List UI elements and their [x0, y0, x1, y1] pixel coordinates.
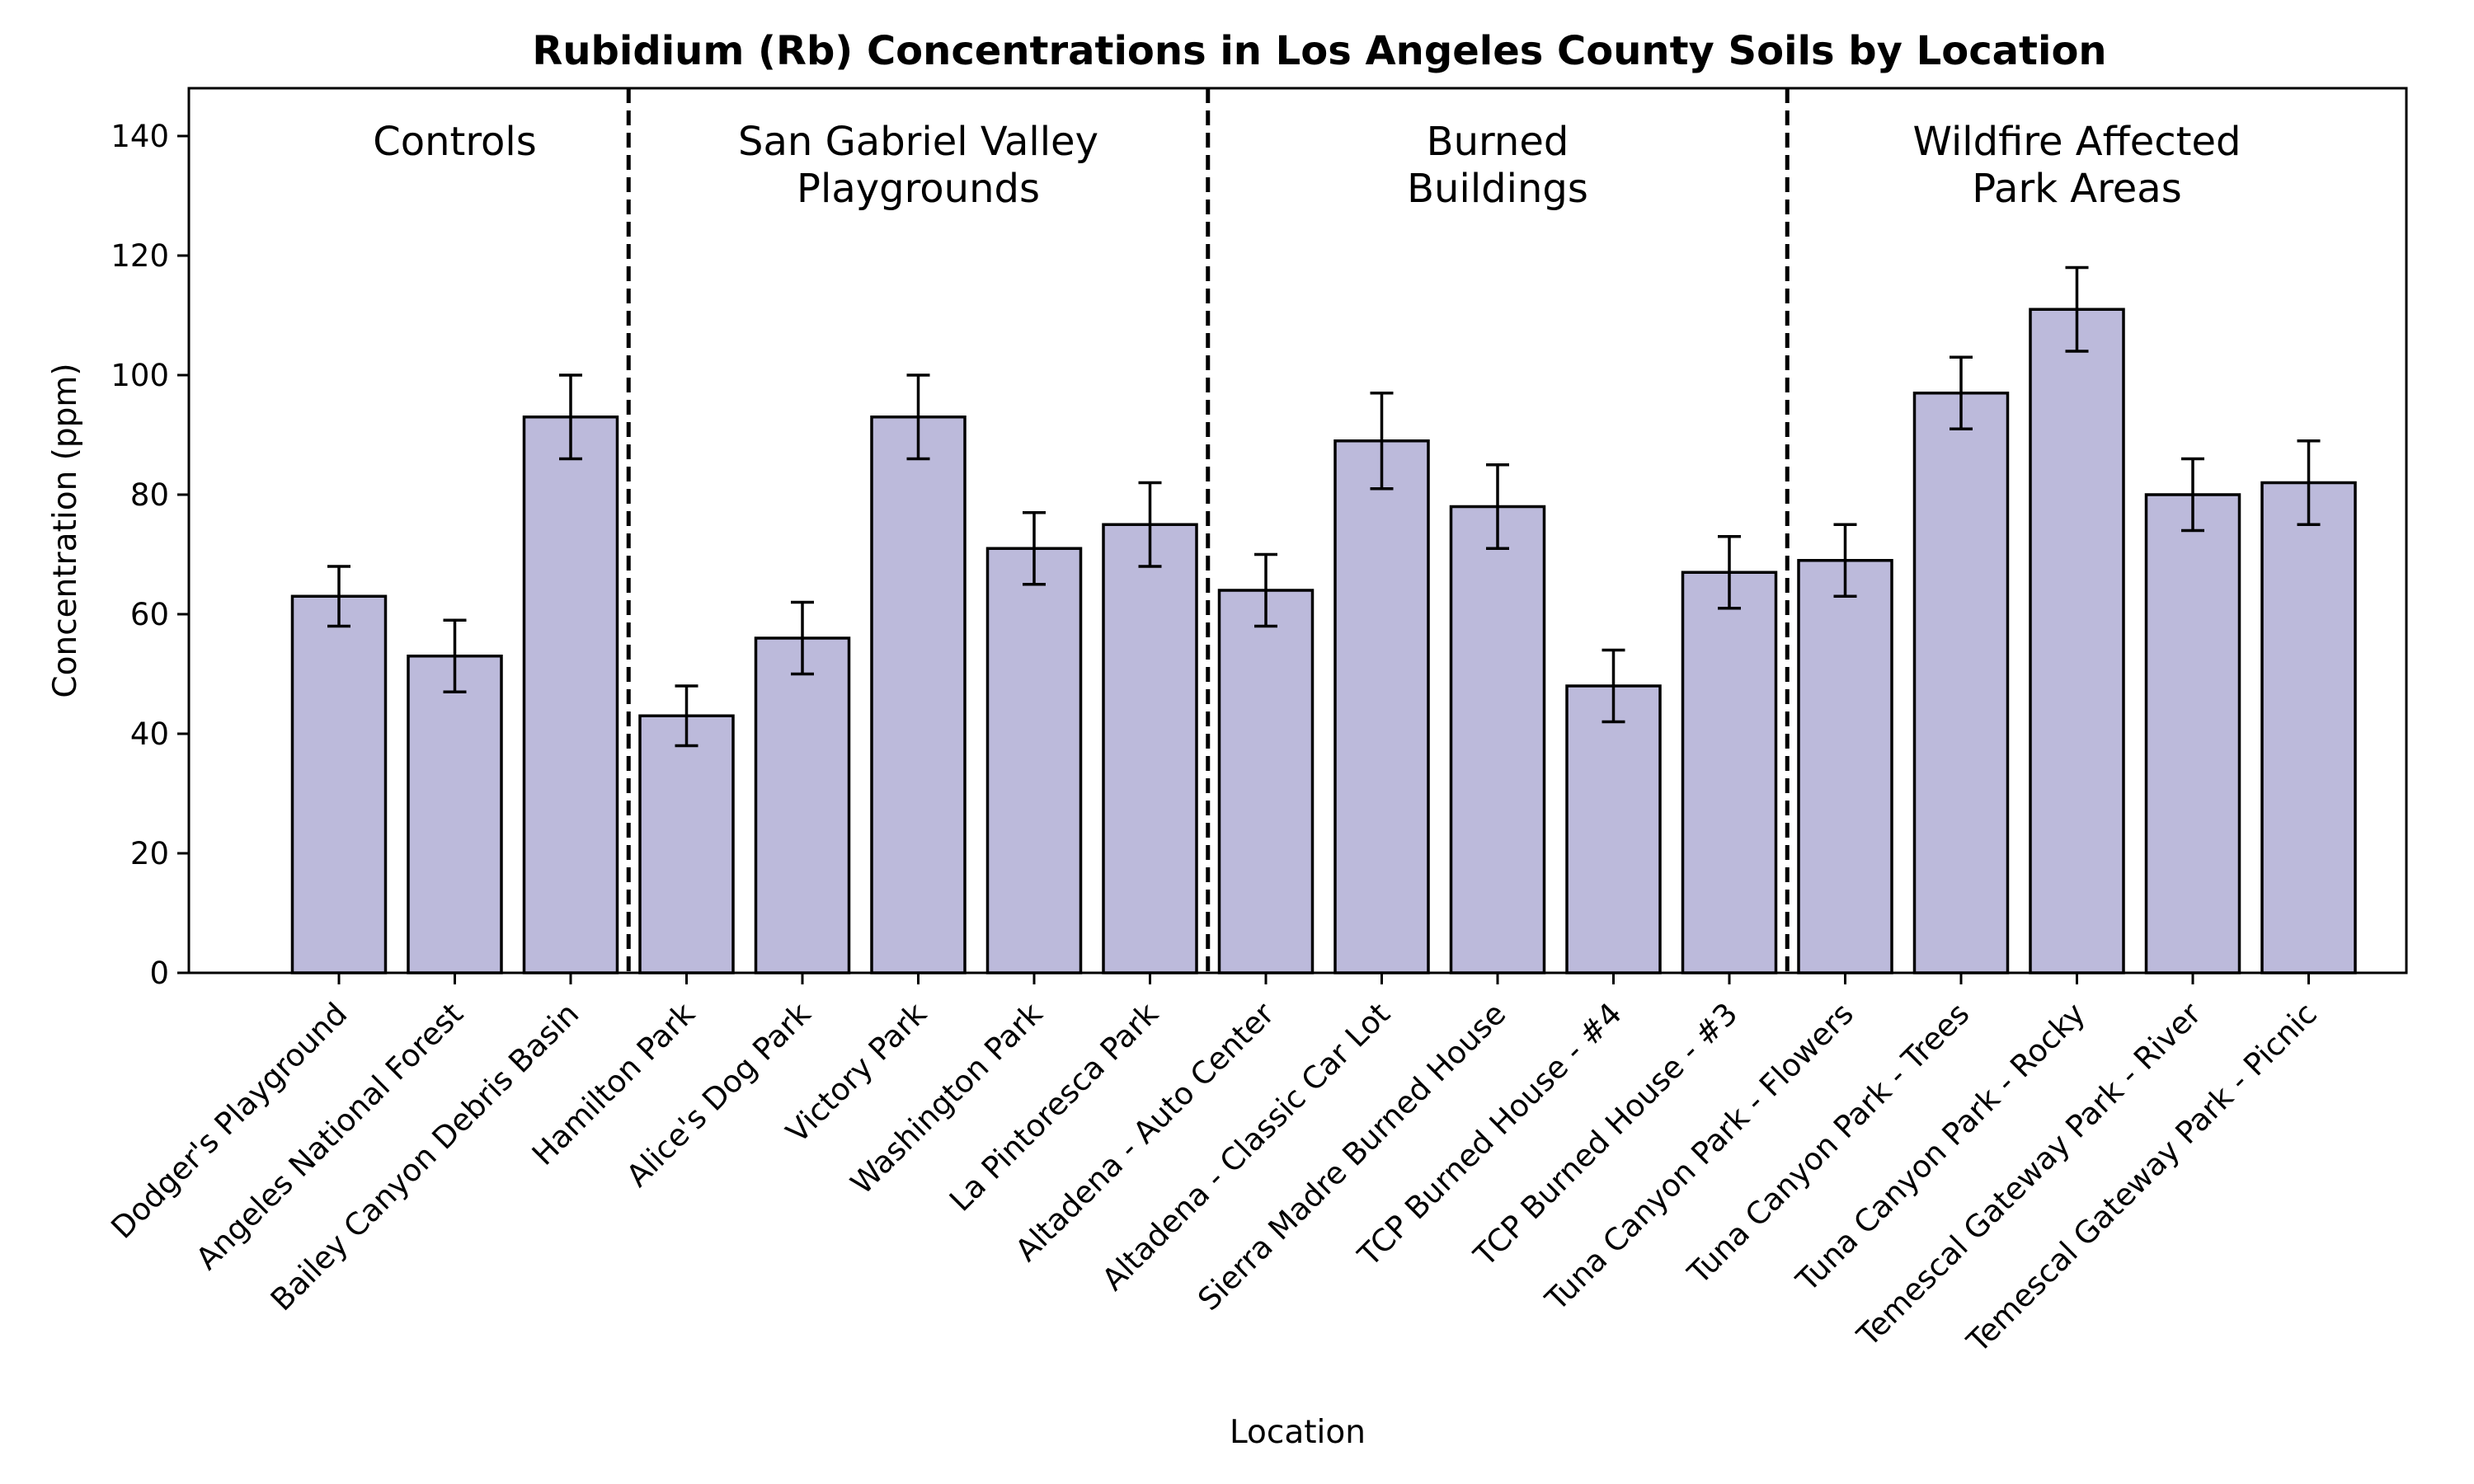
bar-11: [1449, 505, 1546, 974]
y-tick-label-100: 100: [111, 358, 169, 393]
bar-16: [2029, 308, 2125, 974]
bar-5: [754, 636, 851, 974]
bar-18: [2260, 481, 2357, 974]
y-tick-label-40: 40: [130, 716, 169, 752]
bar-14: [1797, 559, 1893, 974]
x-tick-label-7: Washington Park: [844, 996, 1049, 1201]
bar-13: [1681, 571, 1778, 974]
error-bar-6: [906, 373, 930, 461]
error-bar-16: [2065, 265, 2089, 353]
bar-10: [1333, 439, 1430, 974]
error-bar-14: [1833, 523, 1857, 598]
y-tick-label-120: 120: [111, 238, 169, 274]
plot-frame: [187, 87, 2408, 974]
y-tick-label-60: 60: [130, 597, 169, 632]
chart-title: Rubidium (Rb) Concentrations in Los Ange…: [532, 28, 2106, 74]
error-bar-17: [2181, 457, 2204, 533]
x-tick-label-8: La Pintoresca Park: [943, 996, 1165, 1219]
bar-7: [985, 547, 1083, 974]
group-label-2: San Gabriel Valley Playgrounds: [738, 119, 1098, 212]
bar-17: [2144, 493, 2241, 974]
bar-1: [290, 594, 388, 974]
x-tick-label-1: Dodger's Playground: [104, 996, 354, 1246]
bar-2: [407, 655, 503, 974]
x-axis-label: Location: [1230, 1414, 1366, 1451]
y-tick-label-140: 140: [111, 119, 169, 154]
bar-3: [522, 416, 619, 974]
group-label-1: Controls: [373, 119, 537, 165]
error-bar-3: [559, 373, 582, 461]
group-label-4: Wildfire Affected Park Areas: [1913, 119, 2241, 212]
bar-9: [1217, 589, 1315, 974]
error-bar-15: [1950, 355, 1973, 430]
y-tick-label-80: 80: [130, 477, 169, 513]
y-tick-label-0: 0: [149, 956, 169, 991]
error-bar-13: [1718, 535, 1741, 610]
error-bar-4: [675, 684, 698, 748]
group-label-3: Burned Buildings: [1407, 119, 1588, 212]
y-axis-label: Concentration (ppm): [47, 363, 84, 697]
bar-4: [638, 714, 735, 974]
error-bar-18: [2297, 439, 2321, 526]
bar-15: [1912, 392, 2010, 974]
plot-area: Controls San Gabriel Valley Playgrounds Bur…: [104, 88, 2357, 1360]
bar-6: [870, 416, 967, 974]
bar-12: [1565, 684, 1662, 974]
error-bar-12: [1602, 648, 1625, 724]
error-bar-2: [443, 618, 467, 693]
error-bar-5: [791, 600, 814, 676]
error-bar-9: [1254, 552, 1277, 628]
error-bar-1: [327, 565, 350, 628]
error-bar-7: [1023, 511, 1046, 586]
bar-8: [1102, 523, 1198, 974]
y-tick-label-20: 20: [130, 836, 169, 871]
error-bar-8: [1138, 481, 1162, 568]
error-bar-11: [1486, 463, 1509, 550]
error-bar-10: [1370, 392, 1394, 491]
